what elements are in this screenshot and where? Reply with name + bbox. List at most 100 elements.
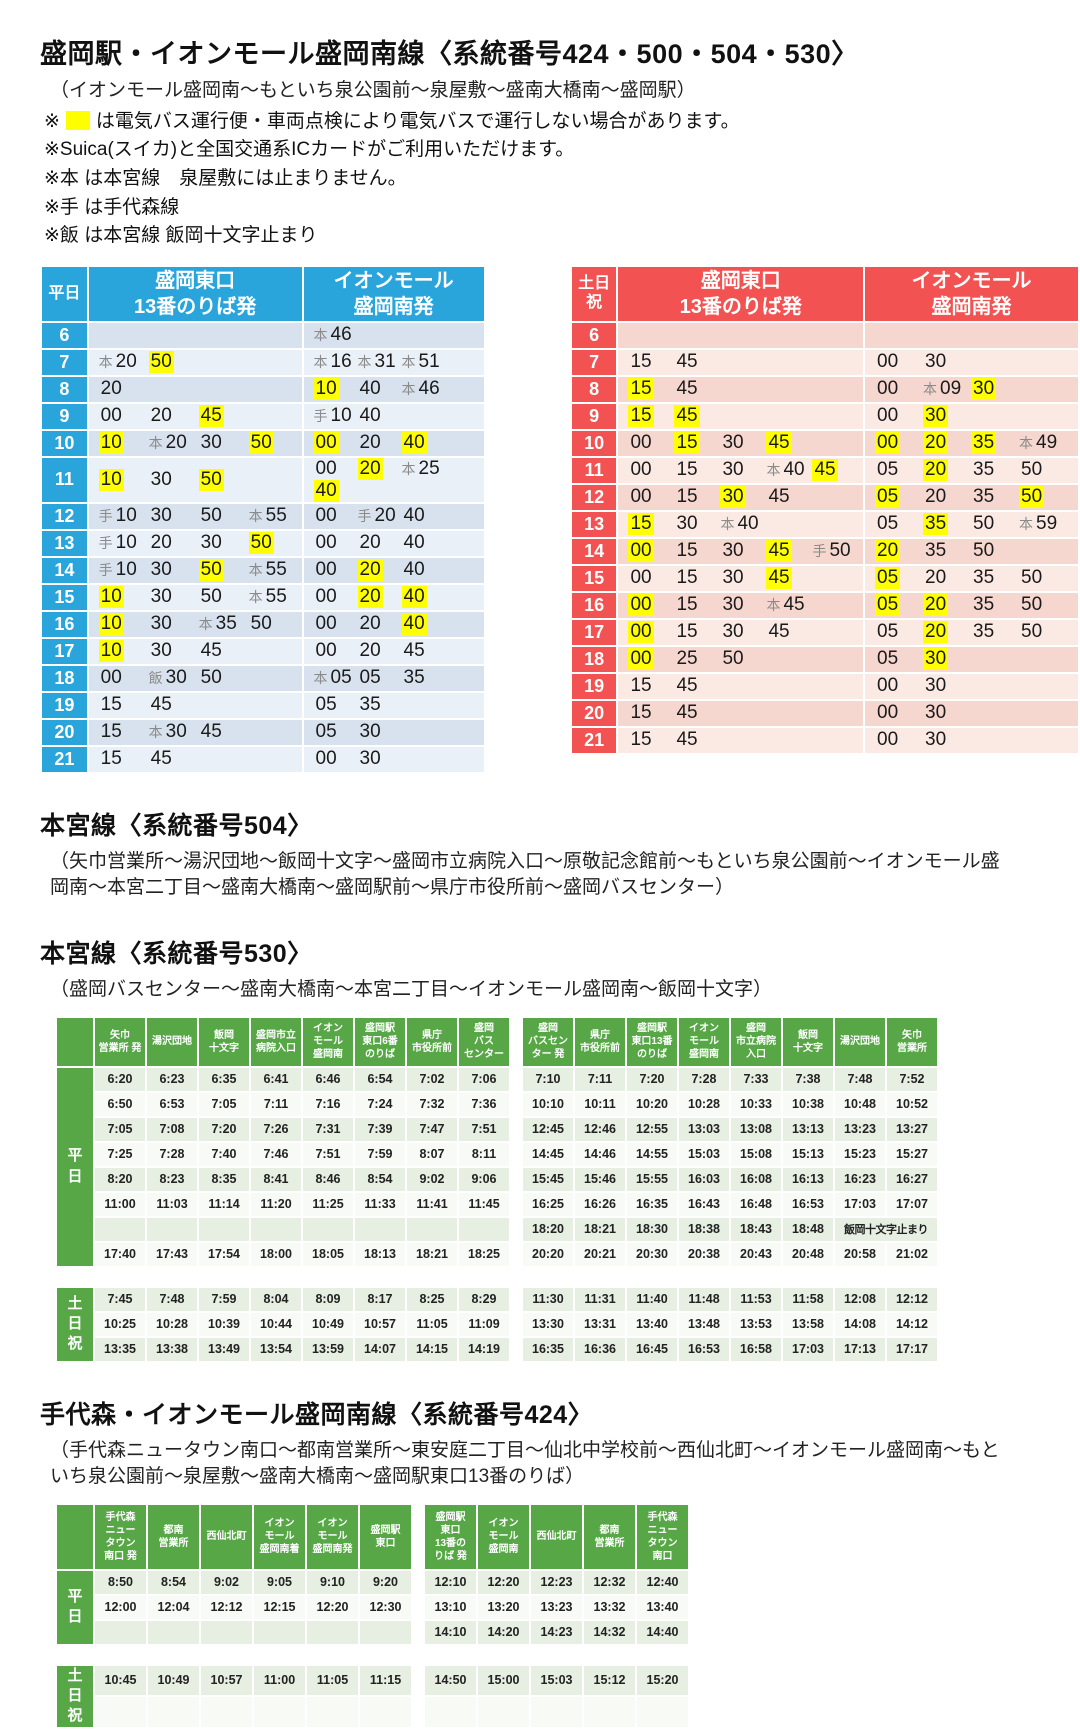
- time-cell: [476, 1695, 531, 1729]
- minute: 00: [877, 675, 899, 697]
- hour-row: 21 15 45 00 30: [40, 744, 486, 774]
- minute-highlighted: 45: [674, 405, 700, 428]
- minute: 59: [1036, 513, 1058, 535]
- minute: 45: [403, 640, 425, 662]
- time-entry: 30: [199, 432, 249, 454]
- time-cell: 7:39: [353, 1115, 407, 1143]
- minute-highlighted: 45: [812, 459, 838, 482]
- spacer: [509, 1240, 523, 1268]
- stop-header: 手代森 ニュー タウン 南口: [635, 1502, 690, 1571]
- time-entry: 10: [98, 640, 149, 663]
- time-cell: 18:20: [521, 1215, 575, 1243]
- departure-times-cell: 00 15 30 45: [616, 617, 865, 647]
- departure-times-cell: 00 15 30 45: [616, 482, 865, 512]
- minute: 30: [165, 721, 187, 743]
- minute-highlighted: 00: [313, 432, 339, 455]
- weekday-hourly-table: 平日 盛岡東口 13番のりば発 イオンモール 盛岡南発 6 本 46 7 本 20 50 本 1…: [40, 264, 486, 774]
- time-entry: 05: [875, 459, 923, 481]
- time-cell: 6:20: [93, 1065, 147, 1093]
- time-entry: 20: [923, 621, 971, 644]
- time-entry: 40: [313, 479, 358, 502]
- minute: 05: [315, 721, 337, 743]
- line-prefix: 手: [98, 562, 113, 579]
- timetable-row: 6:50 6:53 7:05 7:11 7:16 7:24 7:32 7:36 10:10 10:…: [56, 1090, 939, 1118]
- time-entry: 05: [875, 513, 923, 535]
- minute: 00: [630, 459, 652, 481]
- departure-times-cell: 00 25 50: [616, 644, 865, 674]
- line-prefix: 本: [401, 354, 416, 371]
- time-entry: 手 10: [99, 559, 149, 581]
- time-cell: [305, 1695, 360, 1729]
- minute: 49: [1036, 432, 1058, 454]
- weekend-label: 土日 祝: [569, 264, 619, 323]
- minute: 45: [676, 378, 698, 400]
- time-cell: 11:05: [405, 1310, 459, 1338]
- minute-highlighted: 15: [628, 378, 654, 401]
- minute: 40: [359, 405, 381, 427]
- minute: 50: [1021, 567, 1043, 589]
- time-cell: 7:59: [197, 1285, 251, 1313]
- time-entry: 本 20: [99, 351, 149, 373]
- time-cell: 13:40: [625, 1310, 679, 1338]
- time-cell: 11:03: [145, 1190, 199, 1218]
- minute: 05: [359, 667, 381, 689]
- time-cell: 14:45: [521, 1140, 575, 1168]
- minute-highlighted: 50: [148, 351, 174, 374]
- hour-row: 10 00 15 30 45 00 20 35 本 49: [569, 428, 1080, 458]
- arrival-times-cell: 05 20 35 50: [863, 455, 1080, 485]
- time-cell: [301, 1215, 355, 1243]
- time-cell: 12:15: [252, 1593, 307, 1621]
- time-cell: 15:45: [521, 1165, 575, 1193]
- time-cell: 11:58: [781, 1285, 835, 1313]
- time-cell: [305, 1618, 360, 1646]
- time-cell: 10:57: [353, 1310, 407, 1338]
- stop-header: イオン モール 盛岡南着: [252, 1502, 307, 1571]
- minute: 55: [265, 505, 287, 527]
- minute: 00: [315, 748, 337, 770]
- time-cell: 11:45: [457, 1190, 511, 1218]
- time-cell: 14:08: [833, 1310, 887, 1338]
- time-cell: 10:49: [301, 1310, 355, 1338]
- time-entry: 05: [358, 667, 402, 689]
- weekend-arrival-column-header: イオンモール 盛岡南発: [863, 264, 1080, 323]
- time-entry: 本 35: [199, 613, 249, 635]
- time-cell: 9:02: [199, 1568, 254, 1596]
- minute-highlighted: 45: [766, 432, 792, 455]
- time-entry: 40: [401, 586, 446, 609]
- minute-highlighted: 30: [923, 648, 949, 671]
- time-entry: 30: [720, 459, 766, 481]
- minute: 15: [676, 594, 698, 616]
- time-cell: 7:59: [353, 1140, 407, 1168]
- note: ※本 は本宮線 泉屋敷には止まりません。: [44, 167, 407, 189]
- timetable-row: 土 日 祝 7:45 7:48 7:59 8:04 8:09 8:17 8:25 8:29 11:…: [55, 1285, 939, 1363]
- time-entry: 30: [674, 513, 720, 535]
- spacer: [509, 1335, 523, 1363]
- time-entry: 45: [149, 748, 199, 770]
- minute-highlighted: 20: [357, 457, 383, 480]
- line-prefix: 本: [148, 724, 163, 741]
- minute: 20: [359, 432, 381, 454]
- minute: 05: [877, 513, 899, 535]
- time-cell: 9:02: [405, 1165, 459, 1193]
- minute: 30: [722, 621, 744, 643]
- time-entry: 50: [148, 351, 199, 374]
- time-entry: 15: [628, 513, 674, 536]
- minute: 40: [783, 459, 805, 481]
- time-entry: 35: [971, 459, 1019, 481]
- timetable-row: 7:05 7:08 7:20 7:26 7:31 7:39 7:47 7:51 12:45 12:…: [56, 1115, 939, 1143]
- time-cell: [93, 1695, 148, 1729]
- arrival-times-cell: 05 30: [863, 644, 1080, 674]
- time-entry: 20: [99, 378, 149, 400]
- time-cell: 10:38: [781, 1090, 835, 1118]
- time-cell: 9:10: [305, 1568, 360, 1596]
- minute-highlighted: 40: [401, 613, 427, 636]
- hour-row: 21 15 45 00 30: [569, 725, 1080, 755]
- hourly-tables: 平日 盛岡東口 13番のりば発 イオンモール 盛岡南発 6 本 46 7 本 20 50 本 1…: [40, 264, 1080, 774]
- stop-header: 盛岡駅 東口: [358, 1502, 413, 1571]
- time-entry: 15: [674, 432, 720, 455]
- minute: 25: [418, 457, 440, 479]
- time-entry: 00: [628, 486, 674, 508]
- time-cell: [529, 1695, 584, 1729]
- minute: 15: [100, 694, 122, 716]
